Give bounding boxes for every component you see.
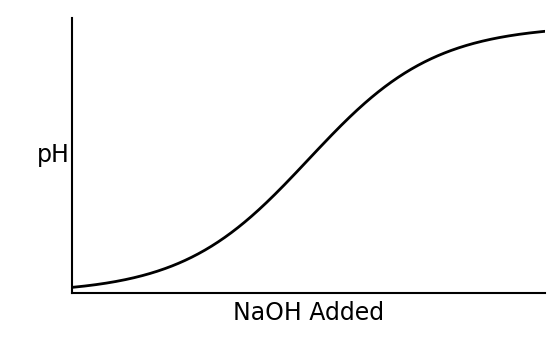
X-axis label: NaOH Added: NaOH Added xyxy=(233,301,384,325)
Y-axis label: pH: pH xyxy=(36,143,70,167)
